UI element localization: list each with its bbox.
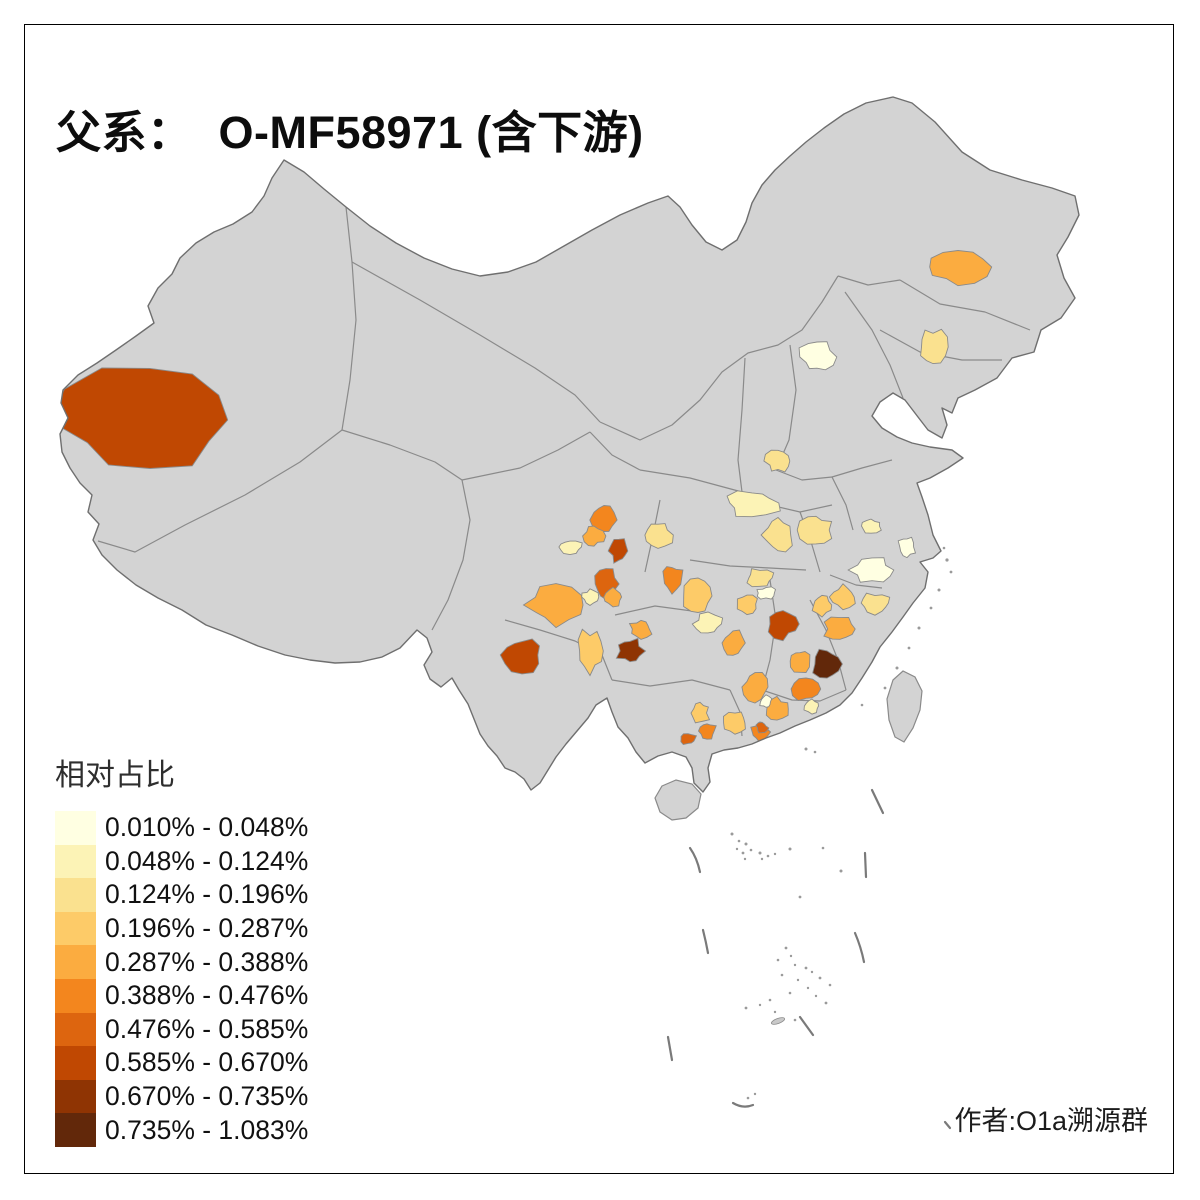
- prefecture-region: [697, 723, 717, 740]
- legend-label: 0.585% - 0.670%: [105, 1047, 309, 1078]
- prefecture-region: [690, 701, 711, 724]
- legend-swatch: [55, 811, 96, 845]
- legend-row: 0.735% - 1.083%: [55, 1113, 308, 1147]
- attribution: 作者:O1a溯源群: [954, 1106, 1148, 1136]
- prefecture-region: [756, 586, 777, 600]
- prefecture-region: [680, 733, 698, 746]
- prefecture-region: [811, 594, 833, 618]
- coastal-islets: [804, 546, 953, 754]
- prefecture-region: [861, 518, 882, 534]
- legend-label: 0.048% - 0.124%: [105, 845, 309, 876]
- map-title: 父系： O-MF58971 (含下游): [56, 107, 644, 159]
- prefecture-region: [582, 525, 607, 547]
- legend-label: 0.287% - 0.388%: [105, 946, 309, 977]
- prefecture-region: [628, 619, 653, 640]
- prefecture-region: [812, 648, 843, 679]
- legend-label: 0.735% - 1.083%: [105, 1114, 309, 1145]
- legend-row: 0.124% - 0.196%: [55, 878, 308, 912]
- prefecture-region: [828, 583, 856, 611]
- prefecture-region: [763, 449, 791, 473]
- prefecture-region: [603, 586, 623, 608]
- taiwan-island: [886, 670, 923, 743]
- prefecture-region: [929, 250, 993, 287]
- prefecture-region: [723, 711, 746, 735]
- province-borders: [97, 206, 1031, 737]
- prefecture-region: [847, 557, 895, 583]
- prefecture-region: [803, 698, 819, 715]
- prefecture-region: [662, 566, 684, 595]
- legend-swatch: [55, 1113, 96, 1147]
- prefecture-region: [823, 616, 856, 640]
- prefecture-region: [691, 611, 724, 634]
- legend-row: 0.196% - 0.287%: [55, 911, 309, 946]
- prefecture-region: [522, 583, 584, 629]
- legend-label: 0.196% - 0.287%: [105, 913, 309, 944]
- prefecture-region: [759, 694, 773, 708]
- prefecture-region: [721, 629, 746, 656]
- legend-row: 0.010% - 0.048%: [55, 811, 308, 845]
- prefecture-region: [746, 568, 775, 588]
- legend-rows: 0.010% - 0.048% 0.048% - 0.124% 0.124% - 0…: [55, 811, 308, 1147]
- prefecture-region: [60, 367, 229, 469]
- prefecture-region: [755, 721, 770, 734]
- legend-swatch: [55, 878, 96, 912]
- prefecture-region: [796, 515, 833, 545]
- legend-label: 0.124% - 0.196%: [105, 879, 309, 910]
- south-china-sea-islets: [730, 832, 843, 1100]
- legend-row: 0.476% - 0.585%: [55, 1012, 309, 1047]
- legend-title: 相对占比: [55, 759, 175, 792]
- hainan-island: [654, 779, 702, 821]
- legend-label: 0.388% - 0.476%: [105, 980, 309, 1011]
- legend-label: 0.670% - 0.735%: [105, 1081, 309, 1112]
- prefecture-region: [789, 651, 811, 673]
- prefecture-region: [897, 536, 917, 559]
- legend-swatch: [55, 844, 96, 879]
- prefecture-region: [788, 738, 807, 750]
- prefecture-region: [790, 677, 822, 701]
- country-outline: [59, 96, 1080, 793]
- prefecture-region: [860, 592, 891, 616]
- prefecture-region: [920, 328, 949, 365]
- mainland-landmass: [60, 97, 1079, 792]
- prefecture-region: [798, 341, 838, 371]
- prefecture-region: [736, 594, 758, 616]
- legend-row: 0.388% - 0.476%: [55, 978, 309, 1013]
- legend-swatch: [55, 1079, 96, 1114]
- legend-label: 0.010% - 0.048%: [105, 812, 309, 843]
- legend-row: 0.670% - 0.735%: [55, 1079, 309, 1114]
- legend-row: 0.048% - 0.124%: [55, 844, 309, 879]
- legend-swatch: [55, 1046, 96, 1080]
- prefecture-region: [760, 516, 793, 553]
- prefecture-region: [558, 540, 583, 556]
- prefecture-region: [683, 577, 713, 613]
- legend-row: 0.585% - 0.670%: [55, 1046, 308, 1080]
- prefecture-region: [765, 695, 789, 721]
- legend-swatch: [55, 945, 96, 979]
- legend-row: 0.287% - 0.388%: [55, 945, 308, 979]
- prefecture-region: [767, 610, 800, 642]
- legend-swatch: [55, 911, 96, 946]
- prefecture-region: [577, 628, 604, 677]
- prefecture-region: [499, 638, 540, 675]
- legend: 相对占比 0.010% - 0.048% 0.048% - 0.124% 0.124…: [55, 750, 308, 1147]
- prefecture-region: [726, 490, 781, 518]
- prefecture-region: [644, 523, 674, 549]
- prefecture-region: [615, 637, 647, 663]
- legend-swatch: [55, 978, 96, 1013]
- legend-label: 0.476% - 0.585%: [105, 1013, 309, 1044]
- colored-prefecture-regions: [60, 250, 993, 750]
- legend-swatch: [55, 1012, 96, 1047]
- prefecture-region: [607, 538, 629, 564]
- nine-dash-line: [666, 788, 952, 1130]
- prefecture-region: [741, 671, 769, 704]
